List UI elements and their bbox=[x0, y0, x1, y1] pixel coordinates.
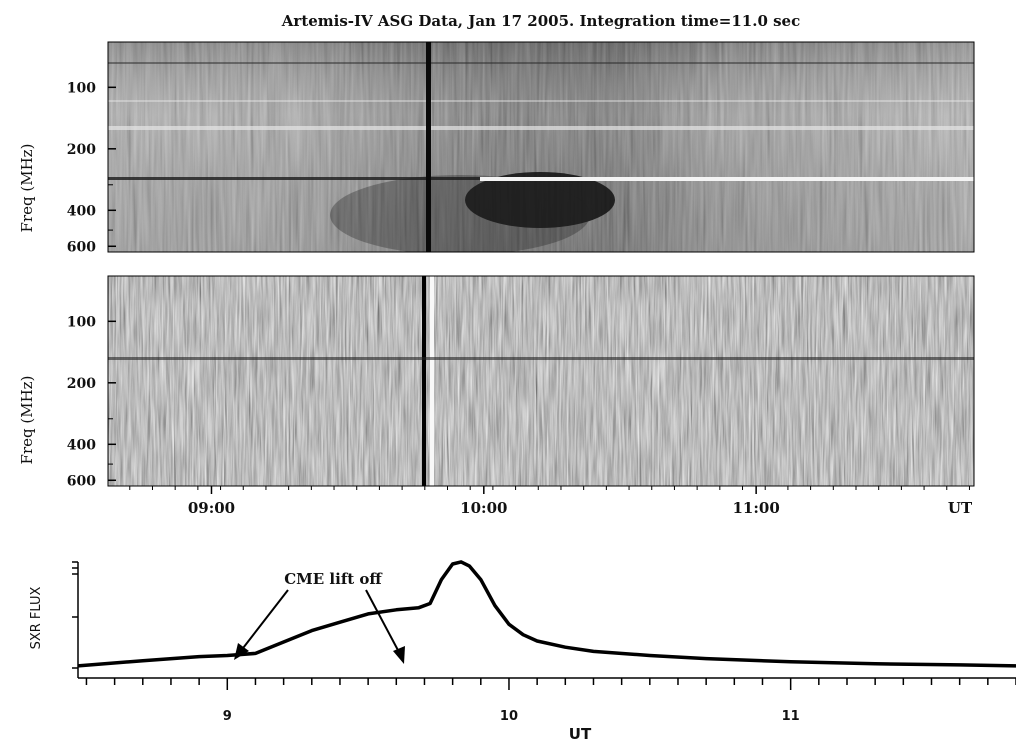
sxr-x-tick-label: 9 bbox=[223, 709, 232, 724]
sxr-panel: 9 10 11 bbox=[72, 560, 1016, 724]
y-tick-label: 200 bbox=[67, 376, 96, 392]
spectrogram-panel bbox=[108, 42, 974, 252]
top-y-ticks: 100 200 400 600 bbox=[67, 80, 116, 255]
y-tick-label: 400 bbox=[67, 203, 96, 219]
cme-arrowhead-left bbox=[234, 643, 249, 660]
cme-arrow-left bbox=[239, 589, 289, 653]
sxr-flux-line bbox=[77, 560, 1016, 668]
spectrogram-streak bbox=[426, 42, 431, 252]
spectrogram-x-ticks: 09:00 10:00 11:00 UT bbox=[129, 486, 973, 517]
spectrogram-band-top bbox=[108, 62, 974, 64]
x-unit-label: UT bbox=[948, 499, 973, 517]
spectrogram-band-230-light bbox=[480, 177, 974, 181]
sxr-x-tick-label: 10 bbox=[500, 709, 518, 724]
sxr-xlabel: UT bbox=[569, 725, 592, 743]
y-tick-label: 600 bbox=[67, 473, 96, 489]
cme-annotation: CME lift off bbox=[284, 570, 383, 588]
ylabel-bottom: Freq (MHz) bbox=[18, 376, 36, 465]
x-tick-label: 09:00 bbox=[188, 499, 235, 517]
sxr-x-tick-label: 11 bbox=[782, 709, 800, 724]
cme-arrowhead-right bbox=[393, 646, 405, 664]
difference-streak-light bbox=[430, 276, 434, 486]
difference-frame bbox=[107, 275, 975, 487]
figure-title: Artemis-IV ASG Data, Jan 17 2005. Integr… bbox=[281, 12, 800, 30]
x-tick-label: 11:00 bbox=[732, 499, 779, 517]
difference-band-100 bbox=[108, 357, 974, 360]
difference-streak-dark bbox=[422, 276, 426, 486]
spectrogram-band-mid bbox=[108, 100, 974, 102]
bottom-y-ticks: 100 200 400 600 bbox=[67, 314, 116, 489]
x-tick-label: 10:00 bbox=[460, 499, 507, 517]
y-tick-label: 600 bbox=[67, 239, 96, 255]
ylabel-top: Freq (MHz) bbox=[18, 144, 36, 233]
y-tick-label: 100 bbox=[67, 80, 96, 96]
spectrogram-dark-region-2 bbox=[330, 175, 590, 252]
y-tick-label: 200 bbox=[67, 142, 96, 158]
cme-arrow-right bbox=[365, 589, 401, 655]
difference-noise bbox=[108, 276, 974, 486]
y-tick-label: 400 bbox=[67, 437, 96, 453]
y-tick-label: 100 bbox=[67, 314, 96, 330]
spectrogram-dark-region bbox=[465, 172, 615, 228]
sxr-ylabel: SXR FLUX bbox=[29, 587, 44, 650]
difference-panel bbox=[108, 276, 974, 486]
spectrogram-frame bbox=[107, 41, 975, 253]
spectrogram-band-100 bbox=[108, 126, 974, 130]
